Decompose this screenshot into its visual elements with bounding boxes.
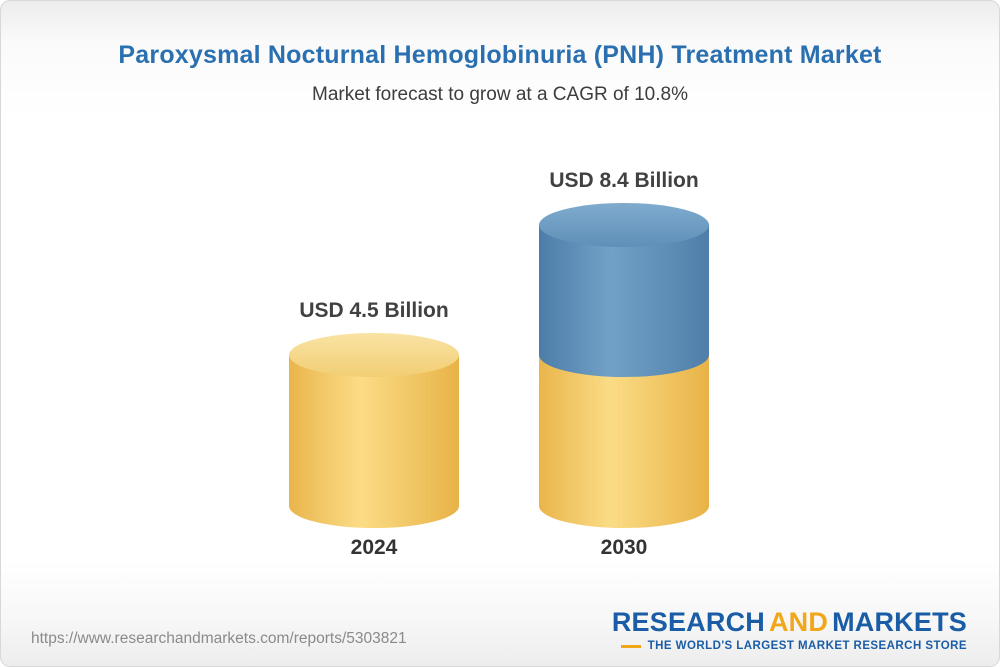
- logo-wordmark: RESEARCH AND MARKETS: [611, 606, 967, 637]
- cylinder-top-cap-2030: [539, 202, 709, 247]
- research-and-markets-logo: RESEARCH AND MARKETS THE WORLD'S LARGEST M…: [611, 606, 967, 652]
- source-url: https://www.researchandmarkets.com/repor…: [31, 630, 407, 647]
- chart-subtitle: Market forecast to grow at a CAGR of 10.…: [312, 84, 688, 105]
- cylinder-2030: [539, 202, 709, 528]
- logo-word-and: AND: [768, 606, 829, 637]
- category-label-2024: 2024: [350, 536, 398, 559]
- logo-word-research: RESEARCH: [611, 606, 765, 637]
- bar-chart: USD 4.5 Billion 2024 USD 8.4 Billion 203…: [1, 141, 999, 571]
- header: Paroxysmal Nocturnal Hemoglobinuria (PNH…: [1, 41, 999, 106]
- value-label-2030: USD 8.4 Billion: [549, 168, 699, 192]
- cylinder-top-cap-2024: [289, 333, 459, 378]
- logo-tagline: THE WORLD'S LARGEST MARKET RESEARCH STOR…: [647, 640, 967, 652]
- bar-group-2030: USD 8.4 Billion 2030: [539, 141, 709, 571]
- logo-tagline-row: THE WORLD'S LARGEST MARKET RESEARCH STOR…: [612, 640, 967, 652]
- bar-group-2024: USD 4.5 Billion 2024: [289, 141, 459, 571]
- chart-title: Paroxysmal Nocturnal Hemoglobinuria (PNH…: [118, 41, 882, 69]
- footer: https://www.researchandmarkets.com/repor…: [31, 606, 967, 652]
- cylinder-2024: [289, 333, 459, 528]
- cylinder-segment-2024-total: [289, 355, 459, 528]
- logo-yellow-dash-icon: [620, 644, 641, 648]
- category-label-2030: 2030: [600, 536, 648, 559]
- logo-word-markets: MARKETS: [832, 606, 967, 637]
- cylinder-segment-2030-growth: [539, 224, 709, 378]
- value-label-2024: USD 4.5 Billion: [299, 299, 449, 323]
- cylinder-segment-2030-base: [539, 355, 709, 528]
